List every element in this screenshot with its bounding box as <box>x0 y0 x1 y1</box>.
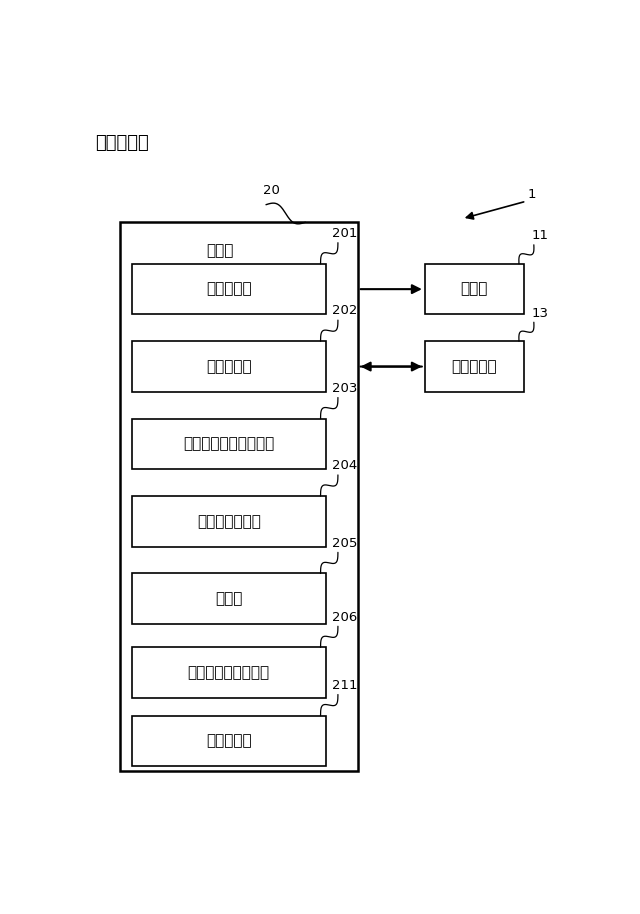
Text: 201: 201 <box>332 227 357 240</box>
Bar <box>132 647 326 698</box>
Text: 表示制御部: 表示制御部 <box>206 359 252 374</box>
Bar <box>120 222 358 771</box>
Bar <box>132 419 326 469</box>
Text: 画像生成部: 画像生成部 <box>206 282 252 297</box>
Text: 206: 206 <box>332 611 357 623</box>
Text: キャリブレーション部: キャリブレーション部 <box>183 437 275 452</box>
Text: 検出基準制御部: 検出基準制御部 <box>197 514 260 529</box>
Bar <box>132 573 326 624</box>
Text: 制御部: 制御部 <box>206 243 234 259</box>
Bar <box>425 264 524 314</box>
Text: 表示器: 表示器 <box>461 282 488 297</box>
Bar <box>132 716 326 766</box>
Text: 205: 205 <box>332 537 357 549</box>
Text: 20: 20 <box>262 184 280 197</box>
Text: 211: 211 <box>332 679 357 692</box>
Text: 速度・加速度検出部: 速度・加速度検出部 <box>188 665 270 680</box>
Bar <box>132 496 326 547</box>
Text: 203: 203 <box>332 382 357 395</box>
Text: 204: 204 <box>332 460 357 473</box>
Text: 【図５７】: 【図５７】 <box>95 134 148 153</box>
Bar <box>425 341 524 392</box>
Text: 13: 13 <box>532 306 548 320</box>
Bar <box>132 341 326 392</box>
Bar <box>132 264 326 314</box>
Text: 操作検出器: 操作検出器 <box>451 359 497 374</box>
Text: 202: 202 <box>332 304 357 317</box>
Text: 記憶部: 記憶部 <box>215 591 243 606</box>
Text: 操作予測部: 操作予測部 <box>206 733 252 749</box>
Text: 1: 1 <box>527 187 536 201</box>
Text: 11: 11 <box>532 229 548 242</box>
